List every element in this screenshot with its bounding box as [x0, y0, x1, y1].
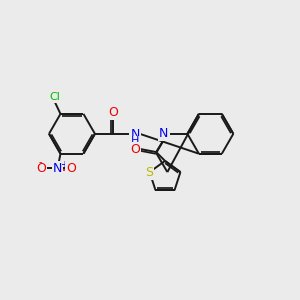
- Text: O: O: [130, 142, 140, 156]
- Text: S: S: [145, 166, 153, 178]
- Text: O: O: [66, 162, 76, 175]
- Text: -: -: [38, 158, 42, 167]
- Text: N: N: [159, 127, 169, 140]
- Text: Cl: Cl: [50, 92, 61, 102]
- Text: N: N: [53, 162, 62, 175]
- Text: O: O: [36, 162, 46, 175]
- Text: +: +: [60, 160, 68, 170]
- Text: N: N: [130, 128, 140, 141]
- Text: H: H: [131, 136, 139, 146]
- Text: O: O: [108, 106, 118, 119]
